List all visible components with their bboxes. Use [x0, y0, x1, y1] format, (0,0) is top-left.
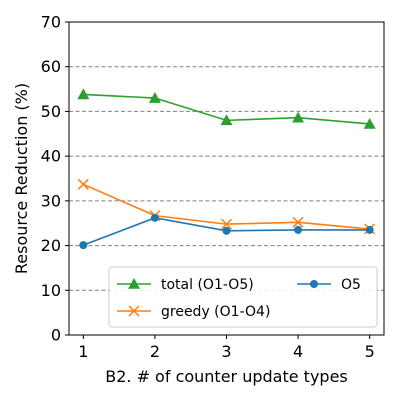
legend-entry: total (O1-O5) — [117, 277, 254, 293]
y-tick-label: 60 — [41, 57, 61, 76]
data-point — [77, 178, 89, 190]
legend-box — [108, 266, 378, 328]
data-point — [148, 92, 161, 103]
x-axis-ticks: 1 2 3 4 5 — [78, 335, 375, 361]
legend-marker — [128, 305, 140, 317]
x-tick-label: 2 — [150, 342, 160, 361]
y-tick-label: 50 — [41, 102, 61, 121]
legend-label: greedy (O1-O4) — [161, 304, 270, 320]
data-point — [363, 117, 376, 129]
y-tick-label: 70 — [41, 13, 61, 32]
legend: total (O1-O5) O5 greedy (O1-O4) — [108, 266, 378, 328]
y-tick-label: 20 — [41, 236, 61, 255]
y-axis-label: Resource Reduction (%) — [12, 83, 31, 274]
series-line — [82, 183, 370, 230]
gridlines — [69, 66, 384, 291]
series-0 — [77, 88, 376, 129]
data-point — [292, 111, 305, 123]
legend-entry: O5 — [297, 277, 361, 293]
data-point — [220, 218, 233, 230]
legend-marker — [128, 278, 140, 289]
data-point — [222, 226, 231, 235]
series-1 — [77, 178, 376, 235]
data-point — [292, 216, 304, 228]
series-2 — [79, 213, 374, 250]
x-tick-label: 5 — [365, 342, 375, 361]
y-tick-label: 0 — [51, 326, 61, 345]
data-point — [79, 241, 88, 250]
x-axis-label: B2. # of counter update types — [105, 367, 348, 386]
y-tick-label: 40 — [41, 147, 61, 166]
legend-label: total (O1-O5) — [161, 277, 254, 293]
y-tick-label: 30 — [41, 191, 61, 210]
series-layer — [77, 88, 376, 250]
legend-entry: greedy (O1-O4) — [117, 304, 270, 320]
data-point — [77, 88, 90, 100]
data-point — [294, 225, 303, 234]
x-tick-label: 3 — [221, 342, 231, 361]
data-point — [365, 225, 374, 234]
data-point — [220, 114, 233, 126]
legend-marker — [310, 280, 318, 288]
legend-label: O5 — [341, 277, 361, 293]
x-tick-label: 4 — [293, 342, 303, 361]
y-tick-label: 10 — [41, 281, 61, 300]
data-point — [150, 213, 159, 222]
x-tick-label: 1 — [78, 342, 88, 361]
y-axis-ticks: 0 10 20 30 40 50 60 70 — [41, 13, 69, 345]
